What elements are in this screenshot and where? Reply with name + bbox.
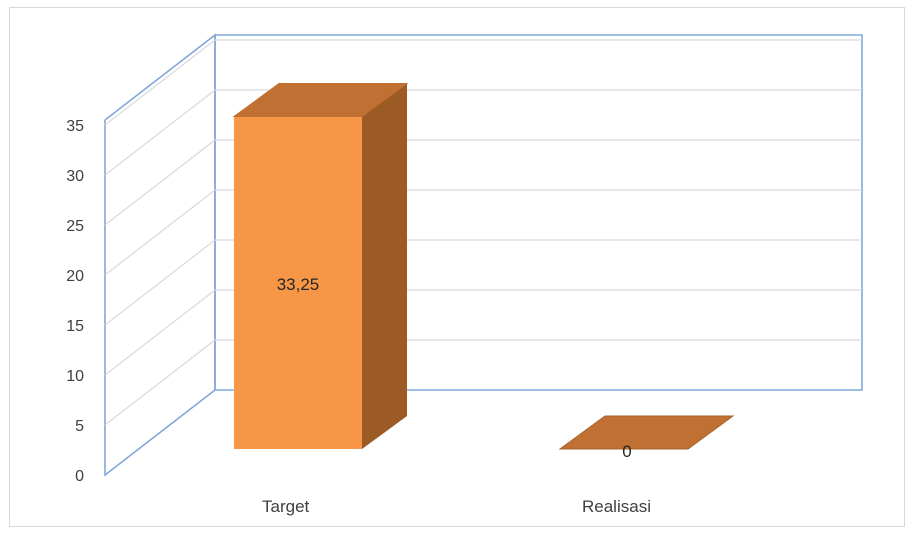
bar-top	[558, 415, 735, 450]
y-tick-label: 35	[66, 118, 84, 135]
bar-realisasi	[558, 415, 735, 450]
gridline-side	[104, 339, 216, 426]
y-tick-label: 0	[75, 468, 84, 485]
y-tick-label: 10	[66, 368, 84, 385]
chart-frame	[9, 7, 905, 527]
y-tick-label: 15	[66, 318, 84, 335]
gridline-side	[104, 139, 216, 226]
x-tick-label: Realisasi	[582, 497, 651, 516]
data-label: 0	[622, 442, 631, 461]
bar-front	[234, 116, 362, 449]
side-wall	[104, 33, 216, 477]
bar-top	[232, 83, 409, 117]
y-tick-label: 20	[66, 268, 84, 285]
y-tick-label: 5	[75, 418, 84, 435]
x-axis-labels: Target Realisasi	[262, 497, 651, 516]
bars: 33,25 0	[232, 83, 735, 461]
chart-walls	[104, 33, 863, 477]
bar-target	[232, 83, 409, 449]
gridline-side	[104, 89, 216, 176]
gridline-side	[104, 39, 216, 126]
data-label: 33,25	[277, 275, 320, 294]
y-tick-label: 25	[66, 218, 84, 235]
x-tick-label: Target	[262, 497, 310, 516]
bar-side	[362, 83, 407, 449]
gridlines	[104, 39, 862, 426]
y-axis-ticks: 0 5 10 15 20 25 30 35	[66, 118, 84, 485]
gridline-side	[104, 289, 216, 376]
gridline-side	[104, 189, 216, 276]
gridline-side	[104, 239, 216, 326]
y-tick-label: 30	[66, 168, 84, 185]
